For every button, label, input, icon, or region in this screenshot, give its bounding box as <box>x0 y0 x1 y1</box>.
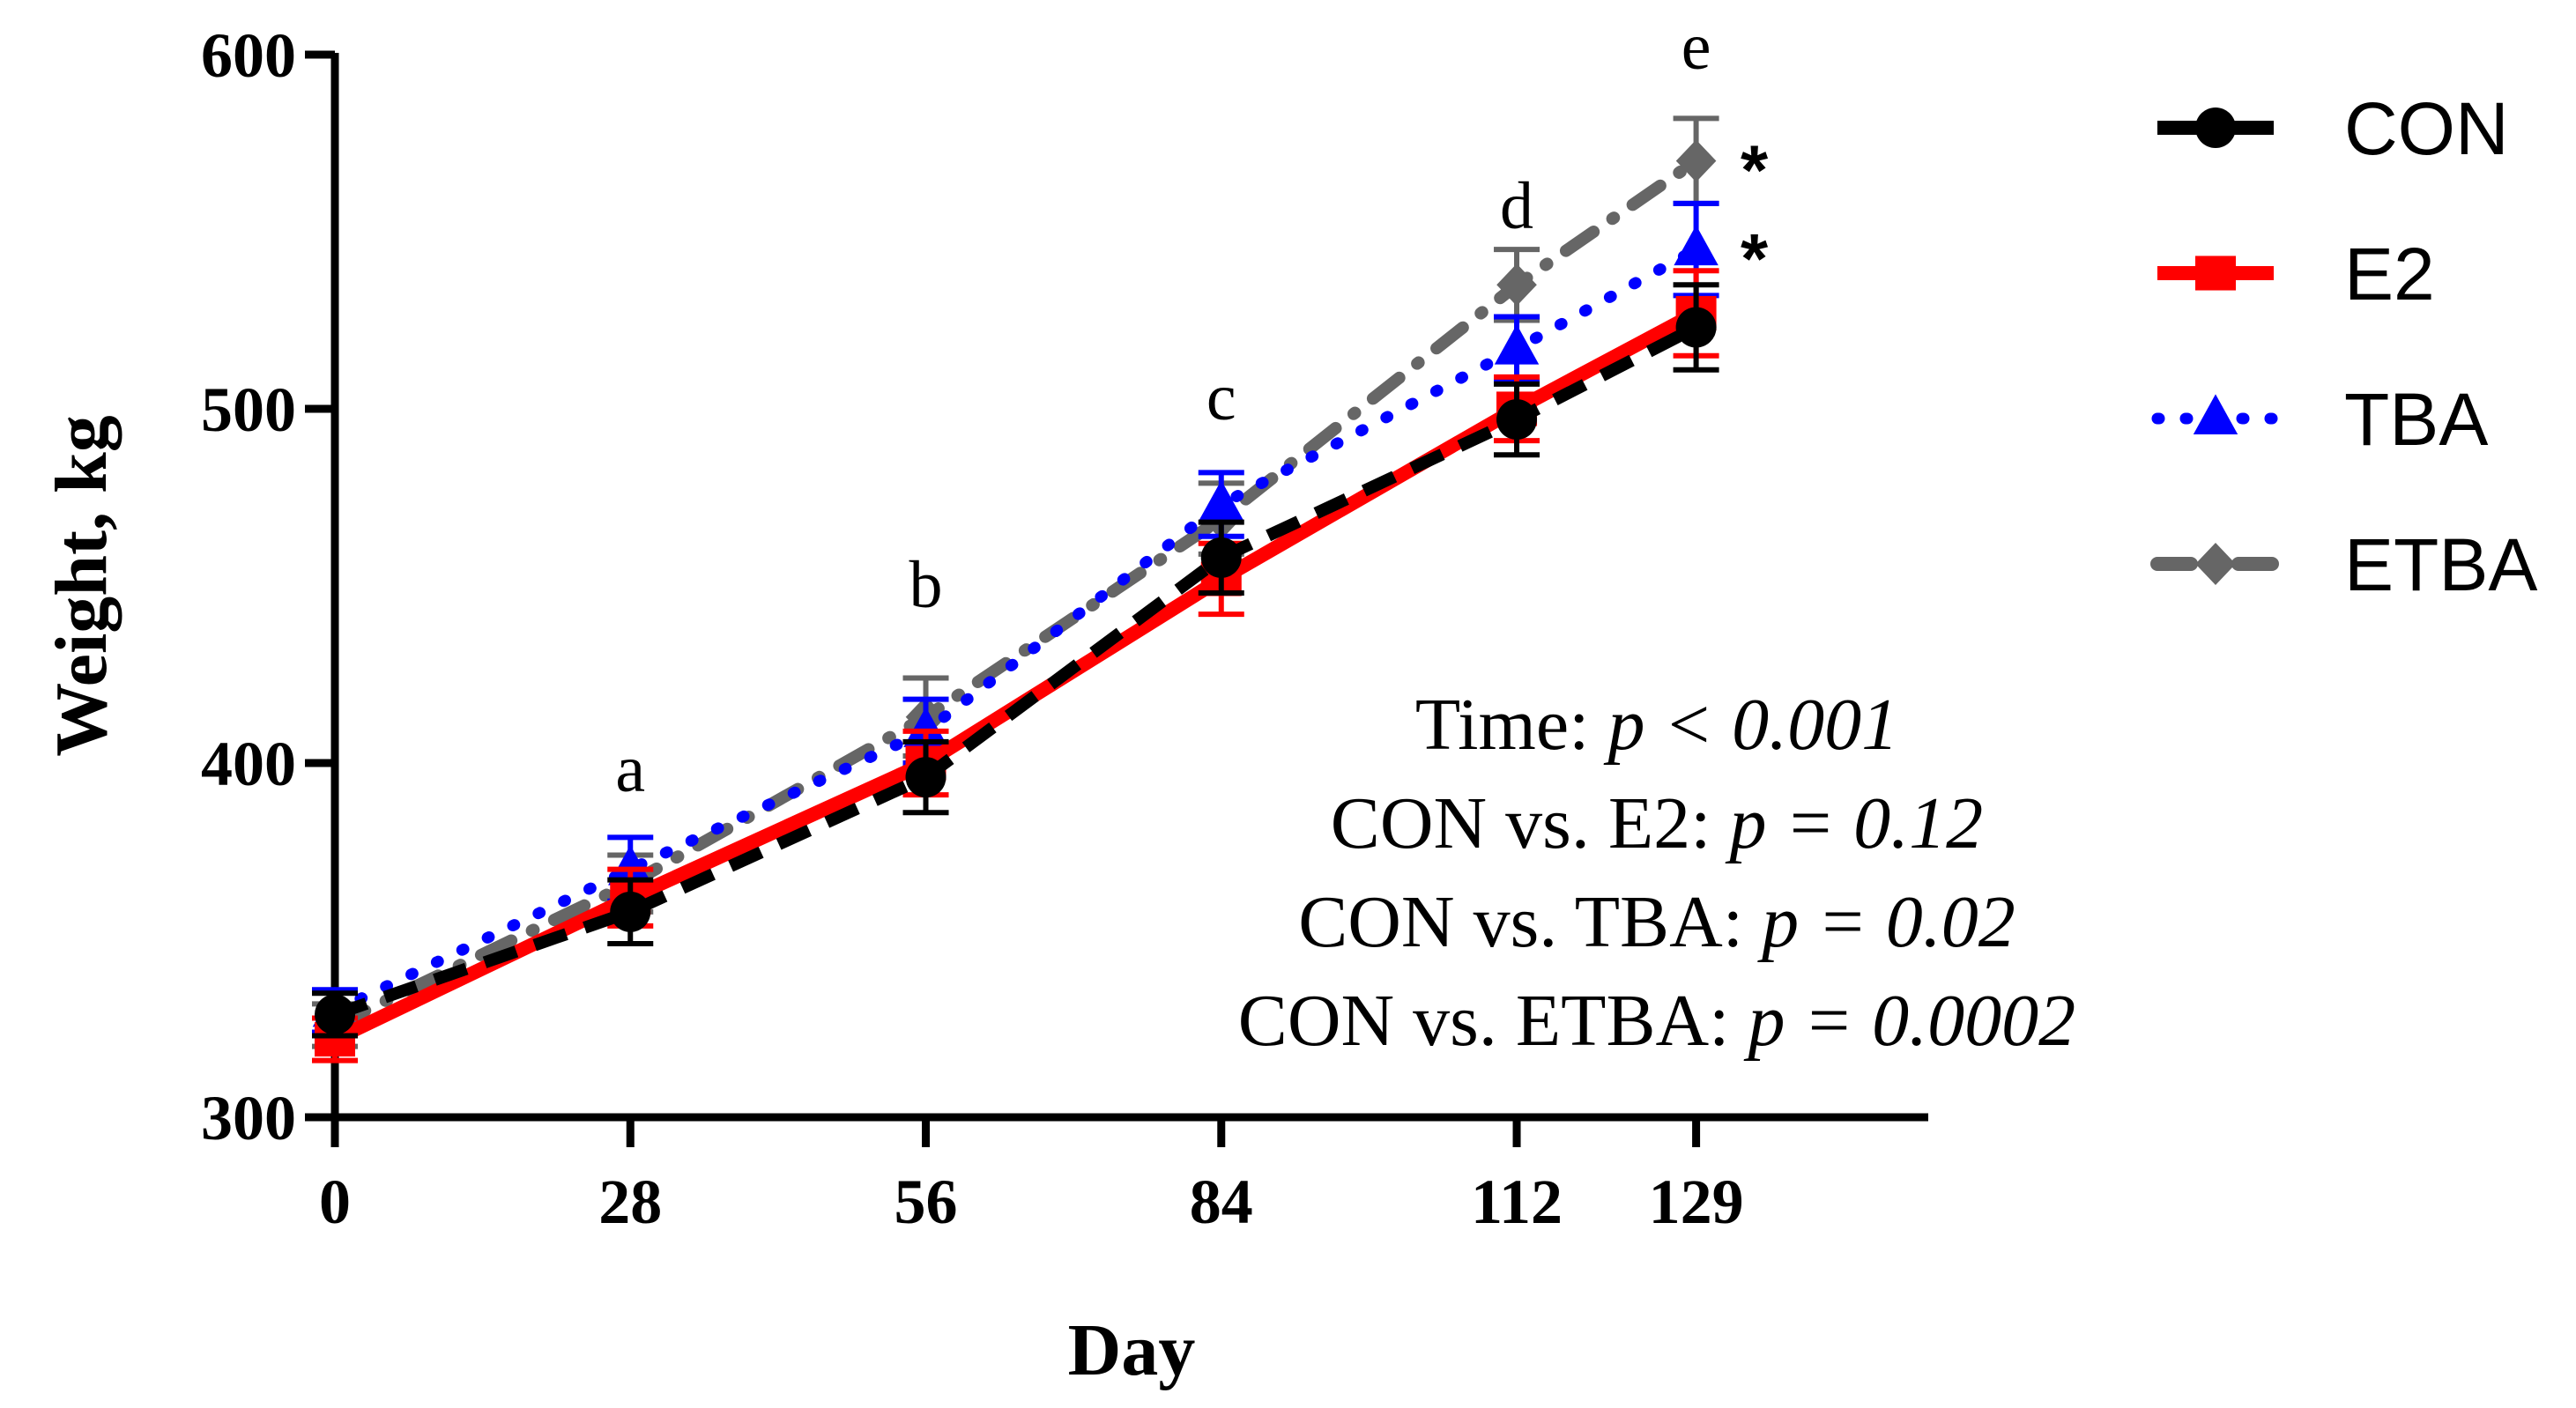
data-point <box>903 707 948 747</box>
legend: CON E2 TBA ETBA <box>2150 87 2537 606</box>
legend-marker <box>2193 394 2238 434</box>
legend-item-e2: E2 <box>2157 233 2435 315</box>
legend-marker <box>2195 543 2236 585</box>
x-tick-label: 0 <box>319 1167 351 1237</box>
y-tick-label: 500 <box>201 374 296 445</box>
stat-line: CON vs. E2: p = 0.12 <box>1331 782 1983 864</box>
data-point <box>1675 307 1717 348</box>
stat-label: CON vs. E2: <box>1331 782 1730 864</box>
series-line <box>332 322 1699 1021</box>
stat-line: CON vs. ETBA: p = 0.0002 <box>1238 980 2075 1062</box>
legend-label: CON <box>2344 87 2509 170</box>
y-axis-title: Weight, kg <box>41 415 122 756</box>
data-point <box>315 994 355 1035</box>
data-point <box>905 757 947 798</box>
stat-p-value: p = 0.02 <box>1757 881 2016 963</box>
data-point <box>1200 537 1242 578</box>
y-tick-label: 600 <box>201 20 296 91</box>
legend-item-tba: TBA <box>2151 378 2488 461</box>
axes: 300 400 500 600 0 28 56 84 112 129 Day Weight, kg <box>41 20 1928 1391</box>
data-point <box>1494 324 1540 365</box>
stat-label: CON vs. TBA: <box>1298 881 1762 963</box>
x-tick-label: 28 <box>598 1167 662 1237</box>
x-tick-label: 129 <box>1649 1167 1744 1237</box>
data-point <box>1199 479 1243 521</box>
data-point <box>608 845 653 886</box>
stat-label: CON vs. ETBA: <box>1238 980 1748 1062</box>
stat-p-value: p = 0.0002 <box>1744 980 2076 1062</box>
x-tick-label: 84 <box>1190 1167 1253 1237</box>
x-tick-label: 56 <box>895 1167 958 1237</box>
series-line <box>329 154 1703 1032</box>
y-tick-label: 300 <box>201 1083 296 1153</box>
group-letter: e <box>1681 10 1711 84</box>
legend-label: ETBA <box>2344 523 2537 606</box>
data-point <box>1674 225 1719 266</box>
legend-marker <box>2195 256 2236 291</box>
series-con <box>312 282 1719 1039</box>
stat-line: Time: p < 0.001 <box>1415 684 1898 766</box>
significance-star: * <box>1741 219 1769 298</box>
stat-label: Time: <box>1415 684 1608 766</box>
legend-label: E2 <box>2344 233 2435 315</box>
stat-p-value: p < 0.001 <box>1603 684 1898 766</box>
y-tick-label: 400 <box>201 729 296 799</box>
group-letter: d <box>1500 169 1533 243</box>
group-letter: b <box>909 548 943 622</box>
stat-line: CON vs. TBA: p = 0.02 <box>1298 881 2016 963</box>
data-point <box>1675 139 1717 182</box>
data-point <box>1496 263 1537 307</box>
stat-p-value: p = 0.12 <box>1726 782 1984 864</box>
data-point <box>1496 399 1538 441</box>
group-letter: a <box>615 732 645 806</box>
series-layer <box>312 115 1719 1063</box>
legend-marker <box>2195 107 2236 148</box>
legend-item-con: CON <box>2157 87 2509 170</box>
group-letter: c <box>1206 360 1236 434</box>
data-point <box>610 891 651 932</box>
legend-item-etba: ETBA <box>2150 523 2537 606</box>
annotation-layer: a b c d e * * <box>615 10 1769 806</box>
x-axis-title: Day <box>1068 1309 1196 1391</box>
x-tick-label: 112 <box>1471 1167 1563 1237</box>
legend-label: TBA <box>2344 378 2488 461</box>
significance-star: * <box>1741 131 1769 210</box>
